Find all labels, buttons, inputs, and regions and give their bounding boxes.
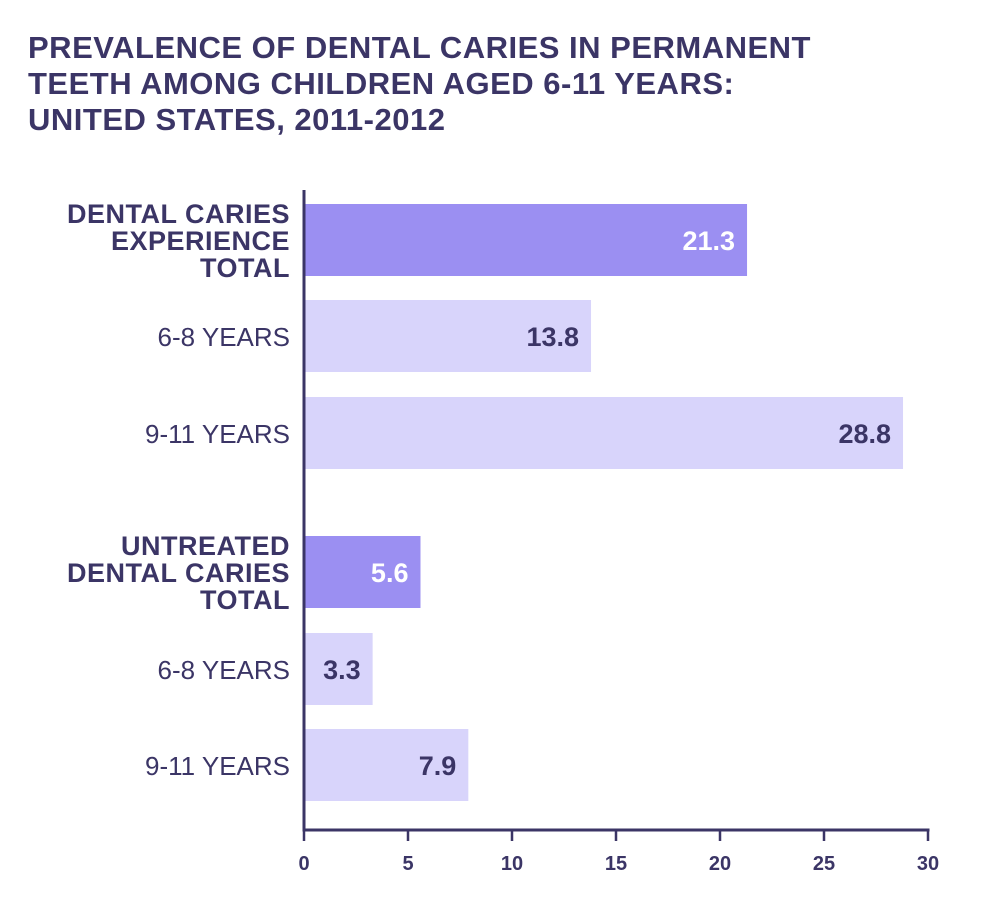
x-tick-label-4: 20 <box>709 853 731 875</box>
category-label-3-line-0: UNTREATED <box>121 531 290 561</box>
value-label-0: 21.3 <box>682 226 735 256</box>
bar-0 <box>305 204 748 276</box>
bar-2 <box>305 397 904 469</box>
x-tick-label-6: 30 <box>917 853 939 875</box>
chart-title-line-1: PREVALENCE OF DENTAL CARIES IN PERMANENT <box>28 30 811 65</box>
category-label-4-line-0: 6-8 YEARS <box>158 655 290 685</box>
x-tick-label-2: 10 <box>501 853 523 875</box>
value-label-1: 13.8 <box>526 322 579 352</box>
category-label-0-line-0: DENTAL CARIES <box>67 199 290 229</box>
value-label-5: 7.9 <box>419 751 457 781</box>
bar-1 <box>305 300 592 372</box>
value-label-3: 5.6 <box>371 558 409 588</box>
chart-title-line-3: UNITED STATES, 2011-2012 <box>28 102 446 137</box>
category-label-3-line-2: TOTAL <box>200 585 290 615</box>
chart-title-line-2: TEETH AMONG CHILDREN AGED 6-11 YEARS: <box>28 66 735 101</box>
category-label-2-line-0: 9-11 YEARS <box>145 419 290 449</box>
x-tick-label-5: 25 <box>813 853 835 875</box>
x-tick-label-3: 15 <box>605 853 627 875</box>
x-tick-label-0: 0 <box>298 853 309 875</box>
category-label-5-line-0: 9-11 YEARS <box>145 751 290 781</box>
category-label-3-line-1: DENTAL CARIES <box>67 558 290 588</box>
category-label-0-line-2: TOTAL <box>200 253 290 283</box>
bar-3 <box>305 536 421 608</box>
bar-4 <box>305 633 373 705</box>
value-label-2: 28.8 <box>838 419 891 449</box>
category-label-1-line-0: 6-8 YEARS <box>158 322 290 352</box>
value-label-4: 3.3 <box>323 655 361 685</box>
x-tick-label-1: 5 <box>402 853 413 875</box>
chart-title: PREVALENCE OF DENTAL CARIES IN PERMANENT… <box>28 30 928 138</box>
category-label-0-line-1: EXPERIENCE <box>111 226 290 256</box>
bar-5 <box>305 729 469 801</box>
